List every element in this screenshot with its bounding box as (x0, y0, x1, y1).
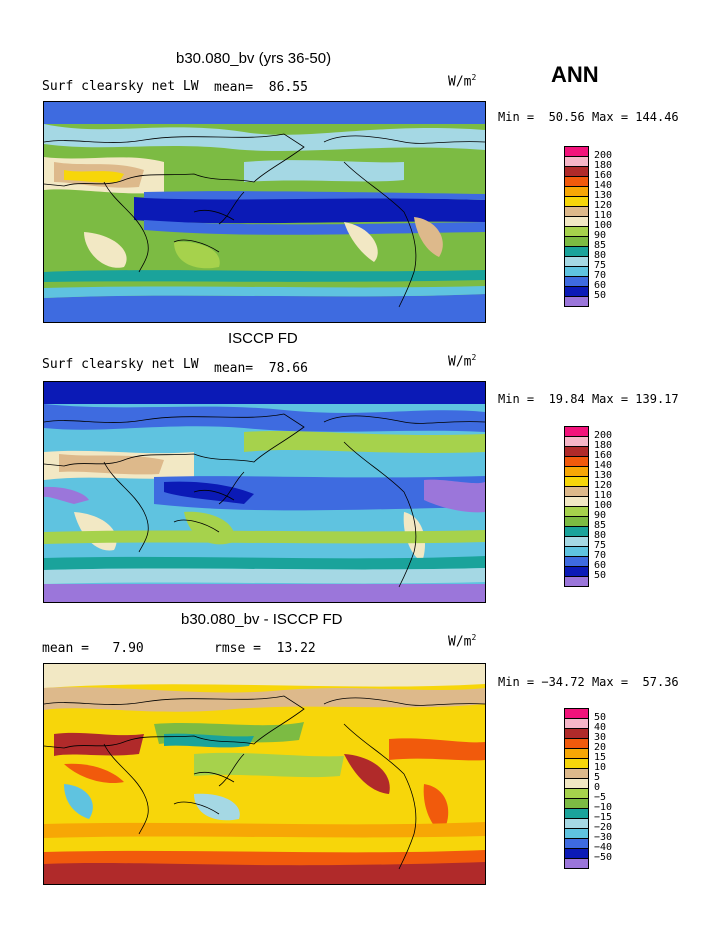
colorbar2-label: 60 (594, 560, 607, 571)
panel1-mean-value: 86.55 (268, 80, 308, 95)
colorbar2-label: 180 (594, 440, 613, 451)
panel2-min: 19.84 (548, 392, 585, 406)
colorbar3-label: −15 (594, 812, 613, 823)
colorbar3-label: −40 (594, 842, 613, 853)
panel3-rmse-label: rmse = (214, 641, 261, 656)
colorbar2-label: 70 (594, 550, 607, 561)
panel2-mean-label: mean= (214, 361, 254, 376)
colorbar2-label: 160 (594, 450, 613, 461)
panel3-mean-value: 7.90 (112, 641, 144, 656)
colorbar1-label: 180 (594, 160, 613, 171)
colorbar1-label: 70 (594, 270, 607, 281)
colorbar3-label: 50 (594, 712, 607, 723)
colorbar3-label: −30 (594, 832, 613, 843)
colorbar2-label: 80 (594, 530, 607, 541)
colorbar3-label: 40 (594, 722, 607, 733)
panel2-map (43, 381, 486, 603)
colorbar1-label: 80 (594, 250, 607, 261)
panel1-min: 50.56 (548, 110, 585, 124)
colorbar1-swatch-min (564, 296, 589, 307)
panel1-minmax: Min = 50.56 Max = 144.46 (498, 110, 679, 124)
colorbar1-label: 75 (594, 260, 607, 271)
panel2-max: 139.17 (635, 392, 679, 406)
panel1-title: b30.080_bv (yrs 36-50) (176, 50, 332, 67)
colorbar1-label: 200 (594, 150, 613, 161)
colorbar1-label: 160 (594, 170, 613, 181)
panel2-minmax: Min = 19.84 Max = 139.17 (498, 392, 679, 406)
colorbar1-label: 130 (594, 190, 613, 201)
panel1-map (43, 101, 486, 323)
panel1-field-label: Surf clearsky net LW (42, 79, 199, 94)
panel3-map (43, 663, 486, 885)
colorbar2-label: 200 (594, 430, 613, 441)
panel1-mean: mean= 86.55 (214, 80, 308, 95)
colorbar3-label: 10 (594, 762, 607, 773)
panel3-colorbar: 50 40 30 20 15 10 5 0 −5 −10 −15 −20 −30… (564, 708, 654, 880)
colorbar2-label: 50 (594, 570, 607, 581)
panel3-title: b30.080_bv - ISCCP FD (181, 611, 343, 628)
panel2-colorbar: 200 180 160 140 130 120 110 100 90 85 80… (564, 426, 654, 598)
colorbar3-label: −10 (594, 802, 613, 813)
panel1-mean-label: mean= (214, 80, 254, 95)
panel2-units: W/m2 (448, 353, 477, 370)
colorbar1-label: 50 (594, 290, 607, 301)
panel3-rmse: rmse = 13.22 (214, 641, 316, 656)
season-label: ANN (551, 62, 599, 87)
colorbar2-label: 110 (594, 490, 613, 501)
colorbar1-label: 90 (594, 230, 607, 241)
colorbar2-swatch-min (564, 576, 589, 587)
colorbar3-label: 15 (594, 752, 607, 763)
colorbar2-label: 100 (594, 500, 613, 511)
colorbar3-label: −5 (594, 792, 607, 803)
panel2-field-label: Surf clearsky net LW (42, 357, 199, 372)
colorbar2-label: 140 (594, 460, 613, 471)
colorbar1-label: 100 (594, 220, 613, 231)
colorbar1-label: 120 (594, 200, 613, 211)
colorbar2-label: 90 (594, 510, 607, 521)
panel3-mean: mean = 7.90 (42, 641, 144, 656)
panel2-mean-value: 78.66 (268, 361, 308, 376)
colorbar3-label: −20 (594, 822, 613, 833)
panel1-units: W/m2 (448, 73, 477, 90)
panel3-min: −34.72 (541, 675, 585, 689)
panel3-minmax: Min = −34.72 Max = 57.36 (498, 675, 679, 689)
colorbar3-label: 0 (594, 782, 601, 793)
colorbar2-label: 85 (594, 520, 607, 531)
colorbar3-label: 20 (594, 742, 607, 753)
panel1-max: 144.46 (635, 110, 679, 124)
panel3-mean-label: mean = (42, 641, 89, 656)
colorbar3-swatch-m50 (564, 858, 589, 869)
panel1-colorbar: 200 180 160 140 130 120 110 100 90 85 80… (564, 146, 654, 318)
colorbar3-label: 30 (594, 732, 607, 743)
colorbar2-label: 130 (594, 470, 613, 481)
colorbar3-label: 5 (594, 772, 601, 783)
colorbar1-label: 140 (594, 180, 613, 191)
panel3-max: 57.36 (642, 675, 679, 689)
colorbar1-label: 60 (594, 280, 607, 291)
colorbar2-label: 120 (594, 480, 613, 491)
panel3-rmse-value: 13.22 (276, 641, 316, 656)
colorbar3-label: −50 (594, 852, 613, 863)
panel2-title: ISCCP FD (228, 330, 298, 347)
panel3-units: W/m2 (448, 633, 477, 650)
colorbar2-label: 75 (594, 540, 607, 551)
colorbar1-label: 85 (594, 240, 607, 251)
colorbar1-label: 110 (594, 210, 613, 221)
panel2-mean: mean= 78.66 (214, 361, 308, 376)
